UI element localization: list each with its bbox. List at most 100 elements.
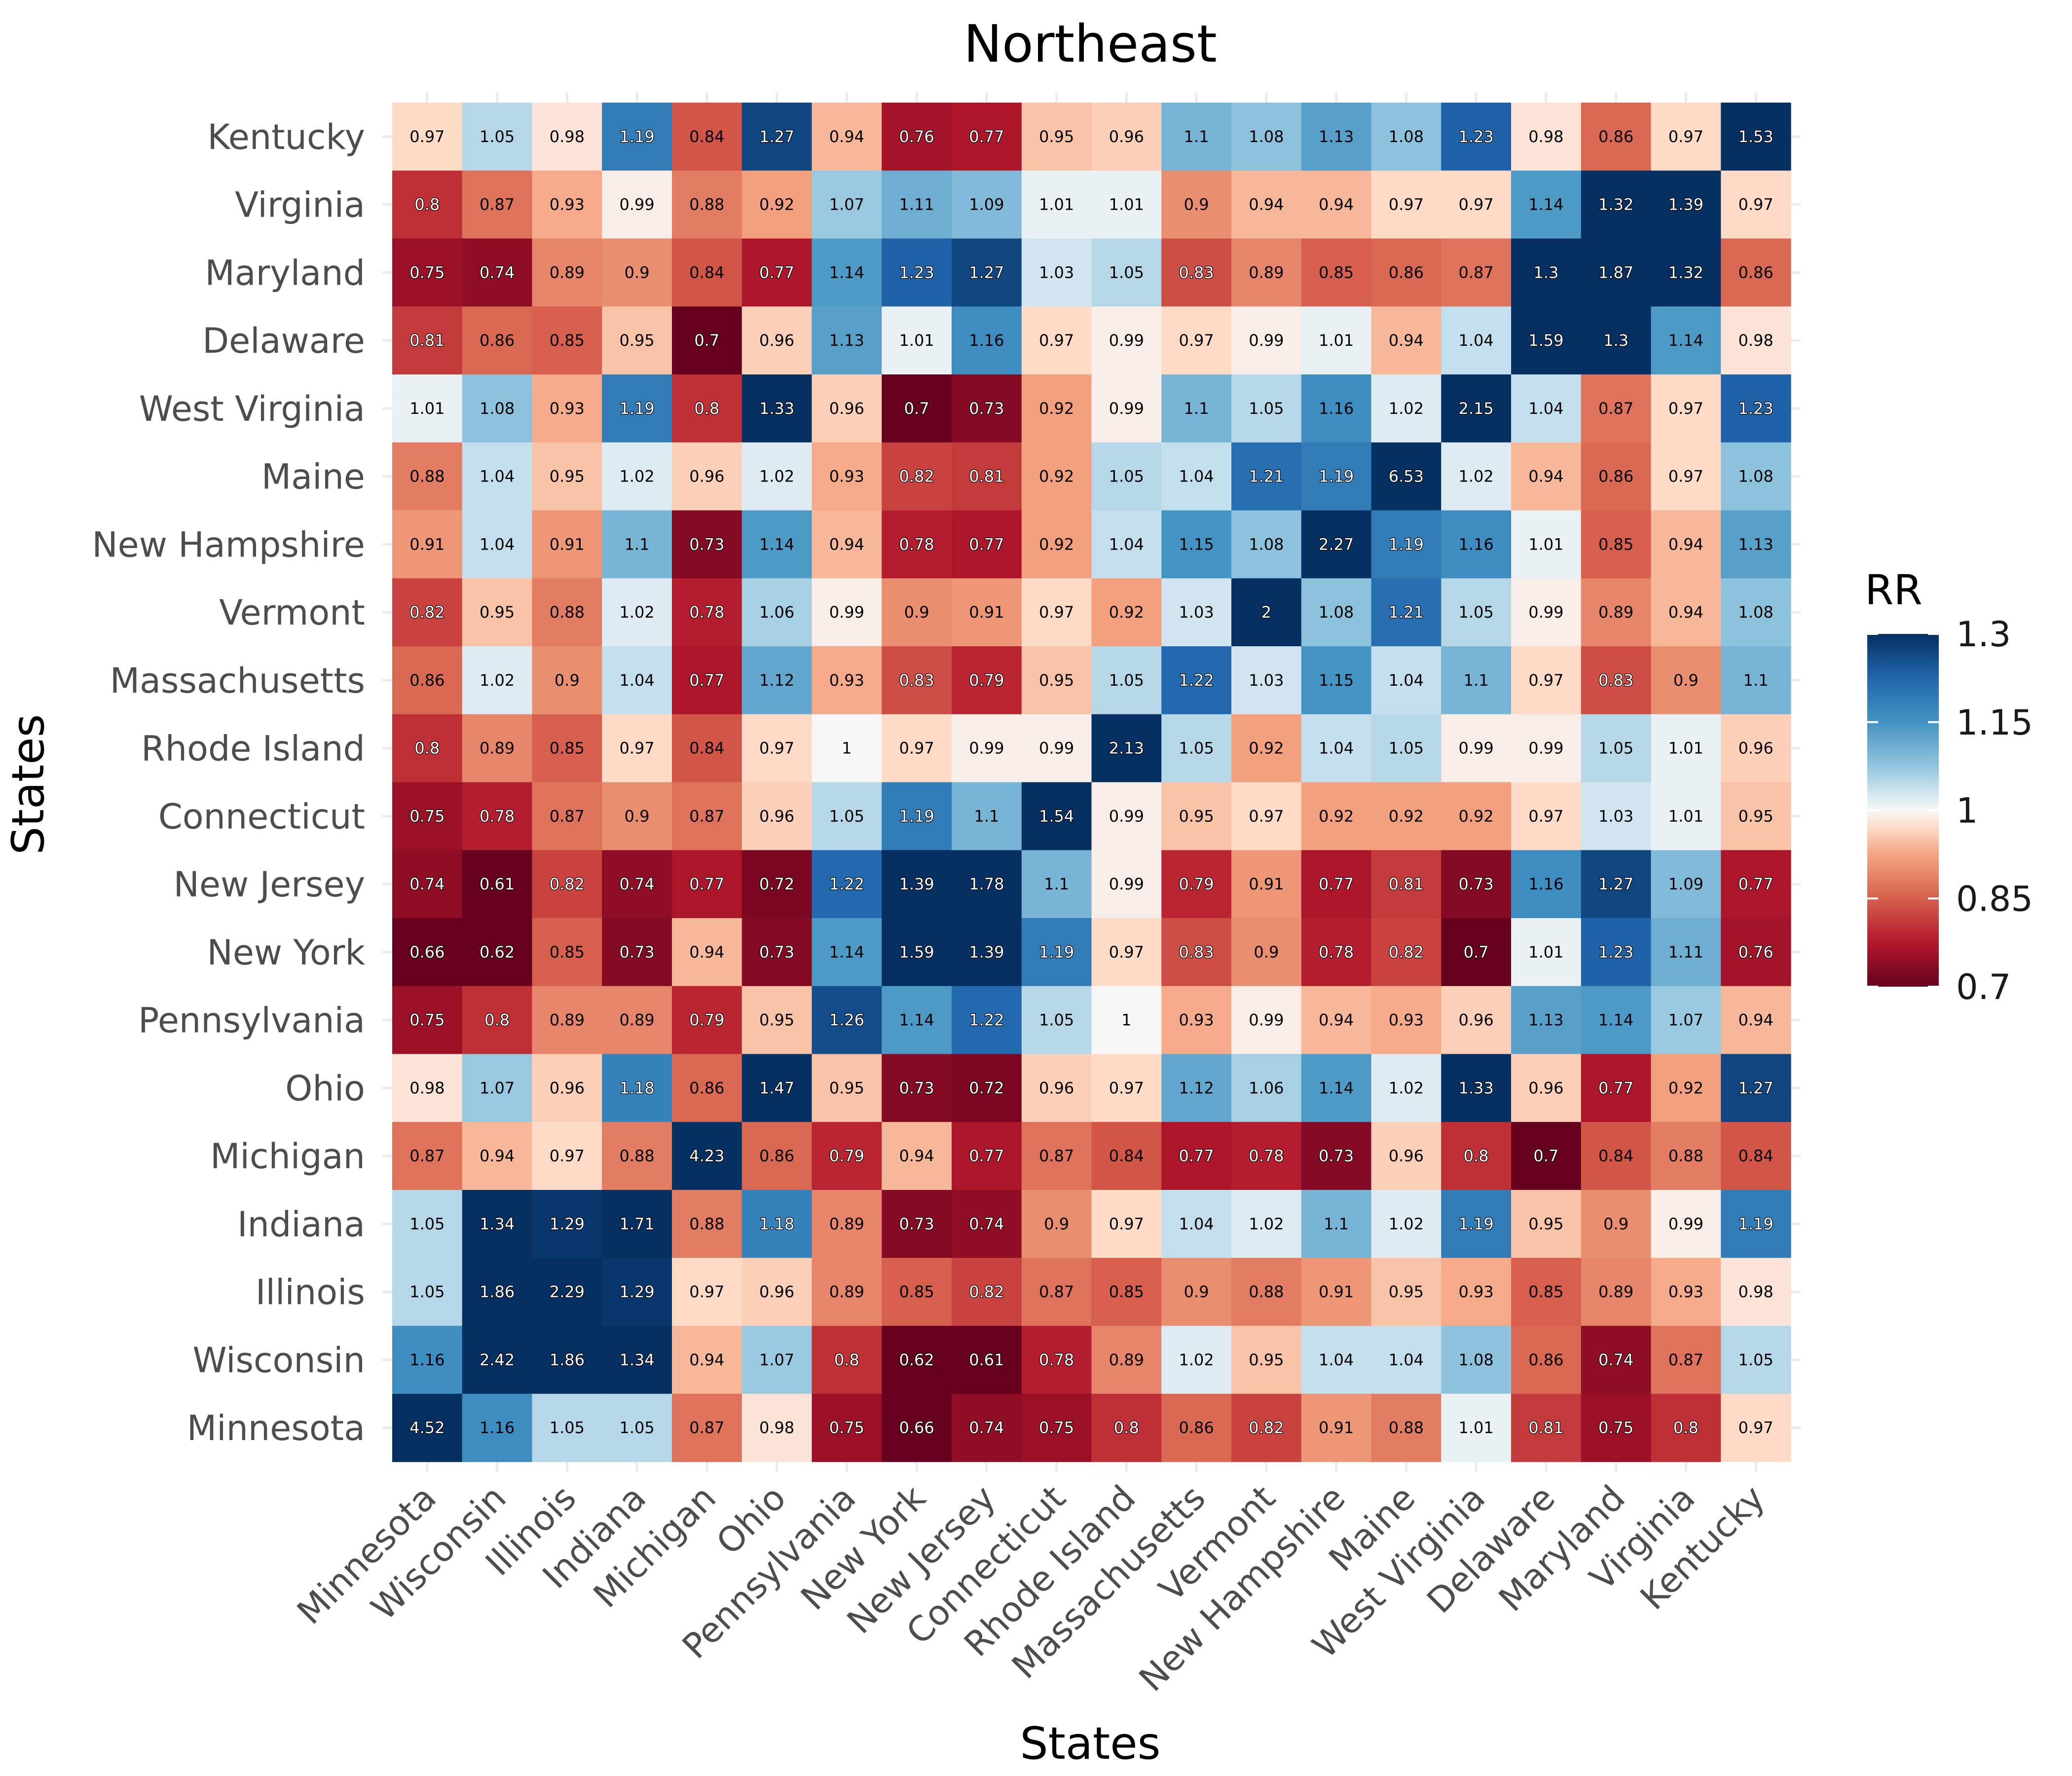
- heatmap-cell: [1231, 170, 1302, 239]
- cell-value-label: 1.04: [480, 467, 515, 486]
- heatmap-cell: [882, 1122, 952, 1190]
- cell-value-label: 0.96: [1739, 739, 1774, 758]
- cell-value-label: 0.99: [620, 195, 655, 214]
- heatmap-cell: [812, 103, 882, 171]
- cell-value-label: 0.78: [1319, 943, 1354, 962]
- heatmap-cell: [1161, 782, 1232, 851]
- heatmap-cell: [1581, 306, 1652, 375]
- cell-value-label: 1.03: [1249, 671, 1284, 690]
- cell-value-label: 1.05: [1109, 467, 1144, 486]
- heatmap-cell: [1581, 1394, 1652, 1462]
- cell-value-label: 0.74: [620, 875, 655, 893]
- heatmap-cell: [602, 442, 672, 511]
- cell-value-label: 0.9: [555, 671, 580, 690]
- x-axis-title: States: [1020, 1718, 1160, 1770]
- heatmap-cell: [882, 782, 952, 851]
- heatmap-cell: [1441, 1326, 1512, 1394]
- cell-value-label: 1.05: [1249, 399, 1284, 418]
- cell-value-label: 0.92: [1039, 535, 1074, 554]
- cell-value-label: 0.97: [1109, 1215, 1144, 1233]
- cell-value-label: 1.34: [620, 1350, 655, 1369]
- cell-value-label: 0.66: [409, 943, 444, 962]
- heatmap-cell: [1581, 238, 1652, 307]
- cell-value-label: 1.01: [409, 399, 444, 418]
- heatmap-cell: [1301, 238, 1372, 307]
- cell-value-label: 1.07: [480, 1078, 515, 1097]
- heatmap-cell: [882, 103, 952, 171]
- heatmap-cell: [1161, 306, 1232, 375]
- cell-value-label: 0.81: [969, 467, 1004, 486]
- heatmap-cell: [1581, 442, 1652, 511]
- cell-value-label: 0.99: [1668, 1215, 1703, 1233]
- cell-value-label: 0.99: [1528, 739, 1563, 758]
- heatmap-cell: [392, 714, 463, 783]
- heatmap-cell: [1021, 714, 1092, 783]
- cell-value-label: 0.75: [409, 263, 444, 282]
- cell-value-label: 0.61: [480, 875, 515, 893]
- cell-value-label: 0.96: [759, 331, 794, 350]
- cell-value-label: 0.89: [550, 1011, 585, 1030]
- heatmap-cell: [602, 103, 672, 171]
- y-tick-label: Pennsylvania: [138, 1000, 365, 1041]
- cell-value-label: 0.77: [689, 875, 724, 893]
- heatmap-cell: [672, 1258, 742, 1327]
- heatmap-cell: [462, 986, 533, 1055]
- cell-value-label: 1.14: [1598, 1011, 1633, 1030]
- cell-value-label: 1.04: [1179, 467, 1214, 486]
- y-tick-label: West Virginia: [139, 389, 365, 429]
- y-tick-label: Massachusetts: [110, 661, 365, 701]
- heatmap-cell: [1581, 850, 1652, 919]
- cell-value-label: 0.7: [904, 399, 929, 418]
- cell-value-label: 0.91: [550, 535, 585, 554]
- heatmap-cell: [1021, 510, 1092, 579]
- heatmap-cell: [1651, 1122, 1721, 1190]
- cell-value-label: 0.94: [689, 943, 724, 962]
- heatmap-cell: [1511, 442, 1582, 511]
- cell-value-label: 0.73: [620, 943, 655, 962]
- heatmap-cell: [672, 850, 742, 919]
- heatmap-cell: [1371, 170, 1442, 239]
- heatmap-cell: [1301, 714, 1372, 783]
- cell-value-label: 1.21: [1389, 603, 1424, 622]
- cell-value-label: 0.87: [1598, 399, 1633, 418]
- cell-value-label: 0.92: [1039, 399, 1074, 418]
- heatmap-cell: [1161, 1326, 1232, 1394]
- heatmap-cell: [462, 1326, 533, 1394]
- heatmap-cell: [1301, 1326, 1372, 1394]
- cell-value-label: 1.19: [1389, 535, 1424, 554]
- heatmap-cell: [952, 1054, 1022, 1122]
- cell-value-label: 0.74: [480, 263, 515, 282]
- heatmap-cell: [1091, 306, 1162, 375]
- heatmap-cell: [1231, 1190, 1302, 1258]
- cell-value-label: 1.04: [1109, 535, 1144, 554]
- cell-value-label: 1.14: [1319, 1078, 1354, 1097]
- heatmap-cell: [1021, 646, 1092, 715]
- heatmap-cell: [1441, 374, 1512, 443]
- legend-tick-label: 1: [1956, 791, 1978, 831]
- cell-value-label: 0.8: [1673, 1418, 1699, 1437]
- heatmap-cell: [1021, 782, 1092, 851]
- heatmap-cell: [1441, 714, 1512, 783]
- cell-value-label: 0.99: [829, 603, 864, 622]
- heatmap-cell: [1651, 714, 1721, 783]
- cell-value-label: 0.74: [409, 875, 444, 893]
- cell-value-label: 0.92: [1109, 603, 1144, 622]
- heatmap-cell: [1441, 306, 1512, 375]
- heatmap-cell: [1511, 646, 1582, 715]
- heatmap-cell: [1721, 1190, 1791, 1258]
- heatmap-cell: [882, 1054, 952, 1122]
- heatmap-cell: [532, 170, 602, 239]
- heatmap-cell: [462, 1122, 533, 1190]
- heatmap-cell: [602, 1054, 672, 1122]
- cell-value-label: 0.82: [550, 875, 585, 893]
- heatmap-cell: [1651, 1394, 1721, 1462]
- y-tick-label: Maryland: [205, 253, 365, 293]
- heatmap-cell: [1581, 510, 1652, 579]
- heatmap-cell: [672, 1394, 742, 1462]
- heatmap-cell: [1721, 782, 1791, 851]
- cell-value-label: 0.89: [550, 263, 585, 282]
- cell-value-label: 0.94: [1668, 535, 1703, 554]
- heatmap-cell: [1231, 1326, 1302, 1394]
- cell-value-label: 0.86: [1739, 263, 1774, 282]
- heatmap-cell: [1021, 374, 1092, 443]
